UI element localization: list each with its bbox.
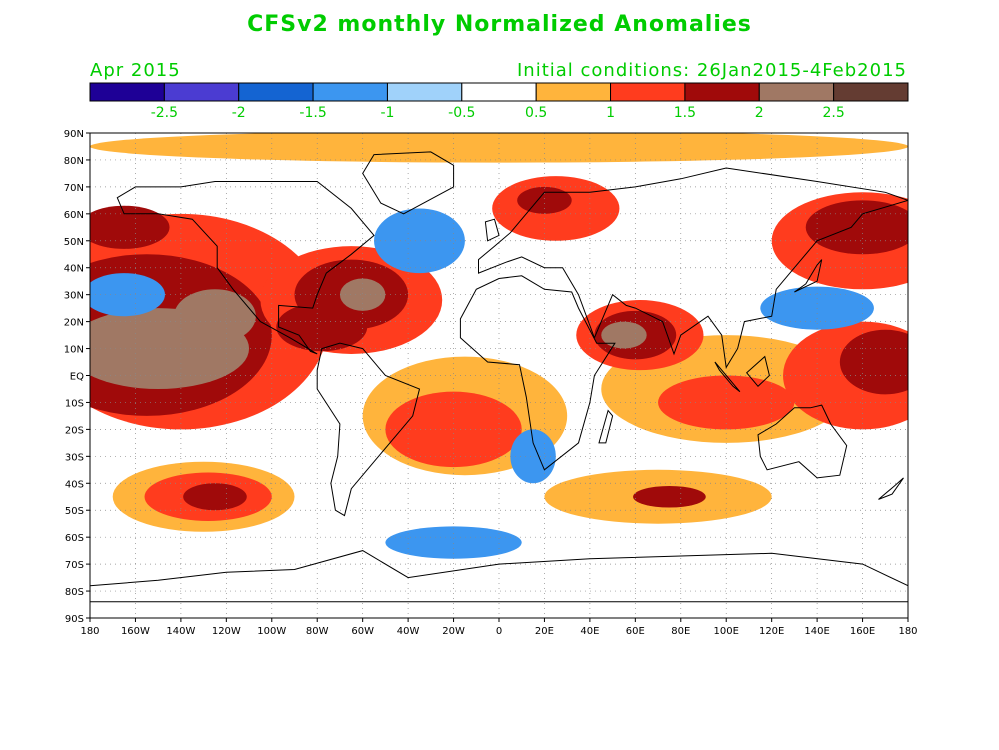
anomaly-region — [839, 329, 908, 395]
lon-tick-label: 0 — [496, 626, 502, 637]
lat-tick-label: 30N — [64, 291, 84, 302]
lat-tick-label: 10N — [64, 345, 84, 356]
lon-tick-label: 180 — [80, 626, 99, 637]
lon-tick-label: 60W — [351, 626, 374, 637]
anomaly-region — [385, 526, 522, 559]
chart-title: CFSv2 monthly Normalized Anomalies — [247, 12, 752, 37]
lat-tick-label: 50N — [64, 237, 84, 248]
lat-tick-label: 80S — [65, 587, 84, 598]
lat-tick-label: 60S — [65, 533, 84, 544]
lon-tick-label: 100W — [257, 626, 286, 637]
lon-tick-label: 20W — [442, 626, 465, 637]
coastline-eurasia — [478, 167, 908, 369]
lon-tick-label: 120W — [212, 626, 241, 637]
lat-tick-label: 40S — [65, 479, 84, 490]
anomaly-region — [385, 391, 522, 468]
lat-tick-label: 40N — [64, 264, 84, 275]
legend-tick-label: -1 — [380, 105, 394, 121]
color-legend: -2.5 -2 -1.5 -1 -0.5 0.5 1 1.5 2 2.5 — [89, 82, 909, 121]
coastline-japan — [794, 259, 823, 293]
coastline-australia — [757, 404, 848, 479]
lat-tick-label: 20N — [64, 318, 84, 329]
anomaly-region — [174, 289, 256, 344]
anomaly-region — [510, 429, 556, 484]
lon-tick-label: 40W — [397, 626, 420, 637]
legend-swatch-10 — [833, 82, 909, 102]
initial-conditions: Initial conditions: 26Jan2015-4Feb2015 — [516, 60, 907, 81]
anomaly-region — [339, 278, 386, 311]
lat-tick-label: 90N — [64, 129, 84, 140]
coastline-new-zealand — [878, 477, 904, 500]
anomaly-region — [90, 133, 908, 163]
coastline-africa — [459, 275, 616, 471]
legend-tick-label: -1.5 — [299, 105, 326, 121]
legend-tick-label: -2 — [232, 105, 246, 121]
lat-tick-label: 90S — [65, 614, 84, 625]
anomaly-region — [276, 302, 368, 352]
lon-tick-label: 140W — [166, 626, 195, 637]
coastline-antarctica — [90, 550, 908, 603]
lon-tick-label: 100E — [714, 626, 739, 637]
lon-tick-label: 60E — [626, 626, 645, 637]
anomaly-region — [90, 273, 165, 317]
lon-tick-label: 20E — [535, 626, 554, 637]
coastline-greater-britain — [484, 218, 500, 242]
lat-tick-label: 70S — [65, 560, 84, 571]
lon-tick-label: 160E — [850, 626, 875, 637]
lon-tick-label: 140E — [804, 626, 829, 637]
coastline-north-america — [116, 181, 375, 355]
lat-tick-label: 10S — [65, 398, 84, 409]
coastline-madagascar — [598, 409, 614, 444]
anomaly-region — [90, 205, 170, 249]
lon-tick-label: 40E — [580, 626, 599, 637]
anomaly-region — [633, 485, 706, 508]
lat-tick-label: EQ — [70, 372, 84, 383]
legend-tick-label: 2 — [755, 105, 764, 121]
lat-tick-label: 50S — [65, 506, 84, 517]
legend-tick-label: 1 — [606, 105, 615, 121]
coastline-greenland — [362, 151, 455, 215]
coastline-south-america — [316, 342, 421, 517]
anomaly-region — [658, 375, 795, 430]
lat-tick-label: 70N — [64, 183, 84, 194]
legend-tick-label: 2.5 — [823, 105, 845, 121]
legend-tick-label: -0.5 — [448, 105, 475, 121]
anomaly-region — [374, 208, 465, 274]
lon-tick-label: 160W — [121, 626, 150, 637]
lon-tick-label: 120E — [759, 626, 784, 637]
anomaly-region — [183, 483, 247, 511]
forecast-month: Apr 2015 — [90, 60, 181, 81]
lat-tick-label: 60N — [64, 210, 84, 221]
legend-tick-label: -2.5 — [151, 105, 178, 121]
anomaly-region — [601, 321, 647, 349]
legend-tick-label: 0.5 — [525, 105, 547, 121]
anomaly-region — [805, 200, 908, 255]
lat-tick-label: 20S — [65, 425, 84, 436]
lat-tick-label: 80N — [64, 156, 84, 167]
lon-tick-label: 80W — [306, 626, 329, 637]
coastline-sumatra — [714, 361, 741, 393]
coastline-borneo — [746, 355, 770, 388]
lon-tick-label: 80E — [671, 626, 690, 637]
lon-tick-label: 180 — [898, 626, 917, 637]
lat-tick-label: 30S — [65, 452, 84, 463]
anomaly-region — [517, 186, 572, 214]
legend-tick-label: 1.5 — [674, 105, 696, 121]
